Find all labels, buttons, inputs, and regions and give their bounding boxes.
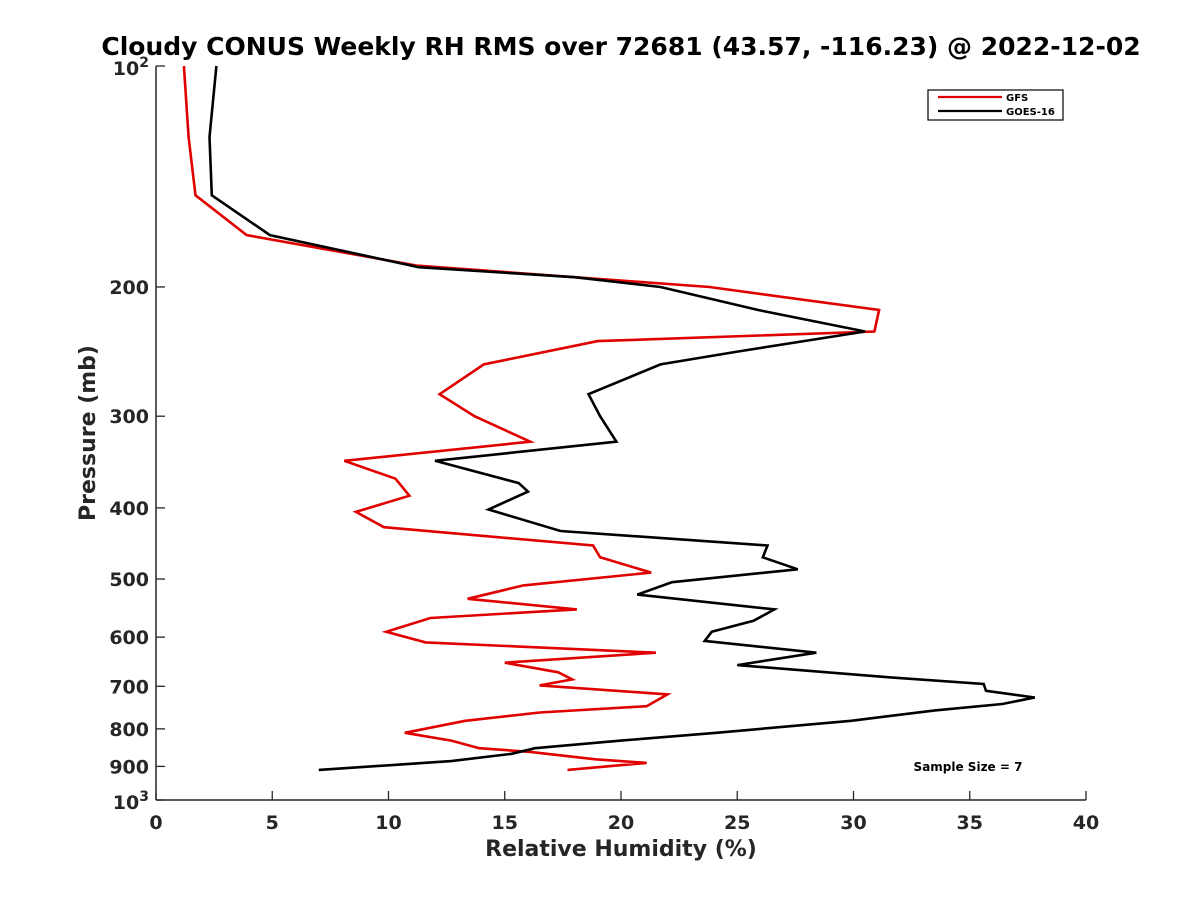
x-tick-label: 35 bbox=[957, 812, 983, 834]
y-tick-label: 102 bbox=[113, 55, 149, 80]
x-axis-label: Relative Humidity (%) bbox=[485, 837, 757, 862]
legend: GFS GOES-16 bbox=[927, 89, 1064, 121]
y-tick-label: 300 bbox=[109, 406, 149, 428]
x-tick-label: 10 bbox=[375, 812, 401, 834]
x-tick-label: 0 bbox=[149, 812, 162, 834]
chart-title: Cloudy CONUS Weekly RH RMS over 72681 (4… bbox=[101, 32, 1140, 61]
y-tick-label: 900 bbox=[109, 756, 149, 778]
y-tick-label: 800 bbox=[109, 719, 149, 741]
x-tick-label: 30 bbox=[840, 812, 866, 834]
legend-label-gfs: GFS bbox=[1006, 93, 1028, 104]
y-tick-label: 103 bbox=[113, 789, 149, 814]
y-tick-label: 600 bbox=[109, 627, 149, 649]
y-axis-label: Pressure (mb) bbox=[76, 345, 101, 521]
legend-box bbox=[927, 89, 1064, 121]
series-layer bbox=[182, 65, 1036, 772]
y-tick-label: 400 bbox=[109, 498, 149, 520]
x-tick-label: 15 bbox=[492, 812, 518, 834]
y-tick-label: 700 bbox=[109, 676, 149, 698]
sample-size-annotation: Sample Size = 7 bbox=[914, 760, 1023, 774]
x-tick-label: 5 bbox=[266, 812, 279, 834]
x-tick-label: 25 bbox=[724, 812, 750, 834]
axes: 0 5 10 15 20 25 30 35 40 102 200 300 400 500 600 700 800… bbox=[109, 55, 1099, 834]
y-tick-label: 500 bbox=[109, 569, 149, 591]
y-tick-label: 200 bbox=[109, 277, 149, 299]
legend-label-goes16: GOES-16 bbox=[1006, 107, 1055, 118]
series-line-gfs bbox=[182, 65, 881, 772]
x-tick-label: 40 bbox=[1073, 812, 1099, 834]
series-line-goes16 bbox=[208, 65, 1036, 772]
x-tick-label: 20 bbox=[608, 812, 634, 834]
